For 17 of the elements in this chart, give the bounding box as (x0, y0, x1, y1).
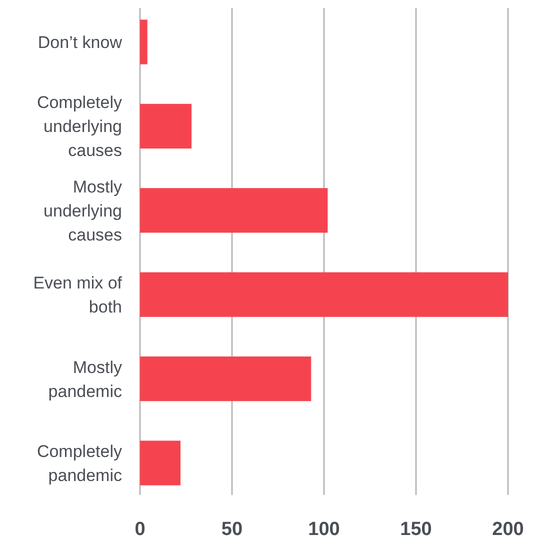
y-tick-label: Don’t know (38, 32, 123, 52)
x-tick-label: 50 (221, 519, 243, 540)
x-tick-label: 200 (492, 519, 524, 540)
y-tick-label: Mostly pandemic (48, 358, 122, 401)
y-tick-label: Completely pandemic (36, 442, 122, 485)
x-tick-label: 150 (400, 519, 432, 540)
y-tick-label: Completely underlying causes (36, 93, 122, 160)
bar (140, 356, 312, 402)
bar (140, 188, 328, 233)
bar (140, 20, 148, 64)
bar (140, 440, 180, 486)
bar (140, 272, 508, 317)
x-tick-label: 0 (134, 519, 146, 540)
bar (140, 104, 192, 149)
x-tick-label: 100 (308, 519, 340, 540)
y-tick-label: Even mix of both (33, 274, 122, 317)
y-tick-label: Mostly underlying causes (44, 177, 122, 244)
